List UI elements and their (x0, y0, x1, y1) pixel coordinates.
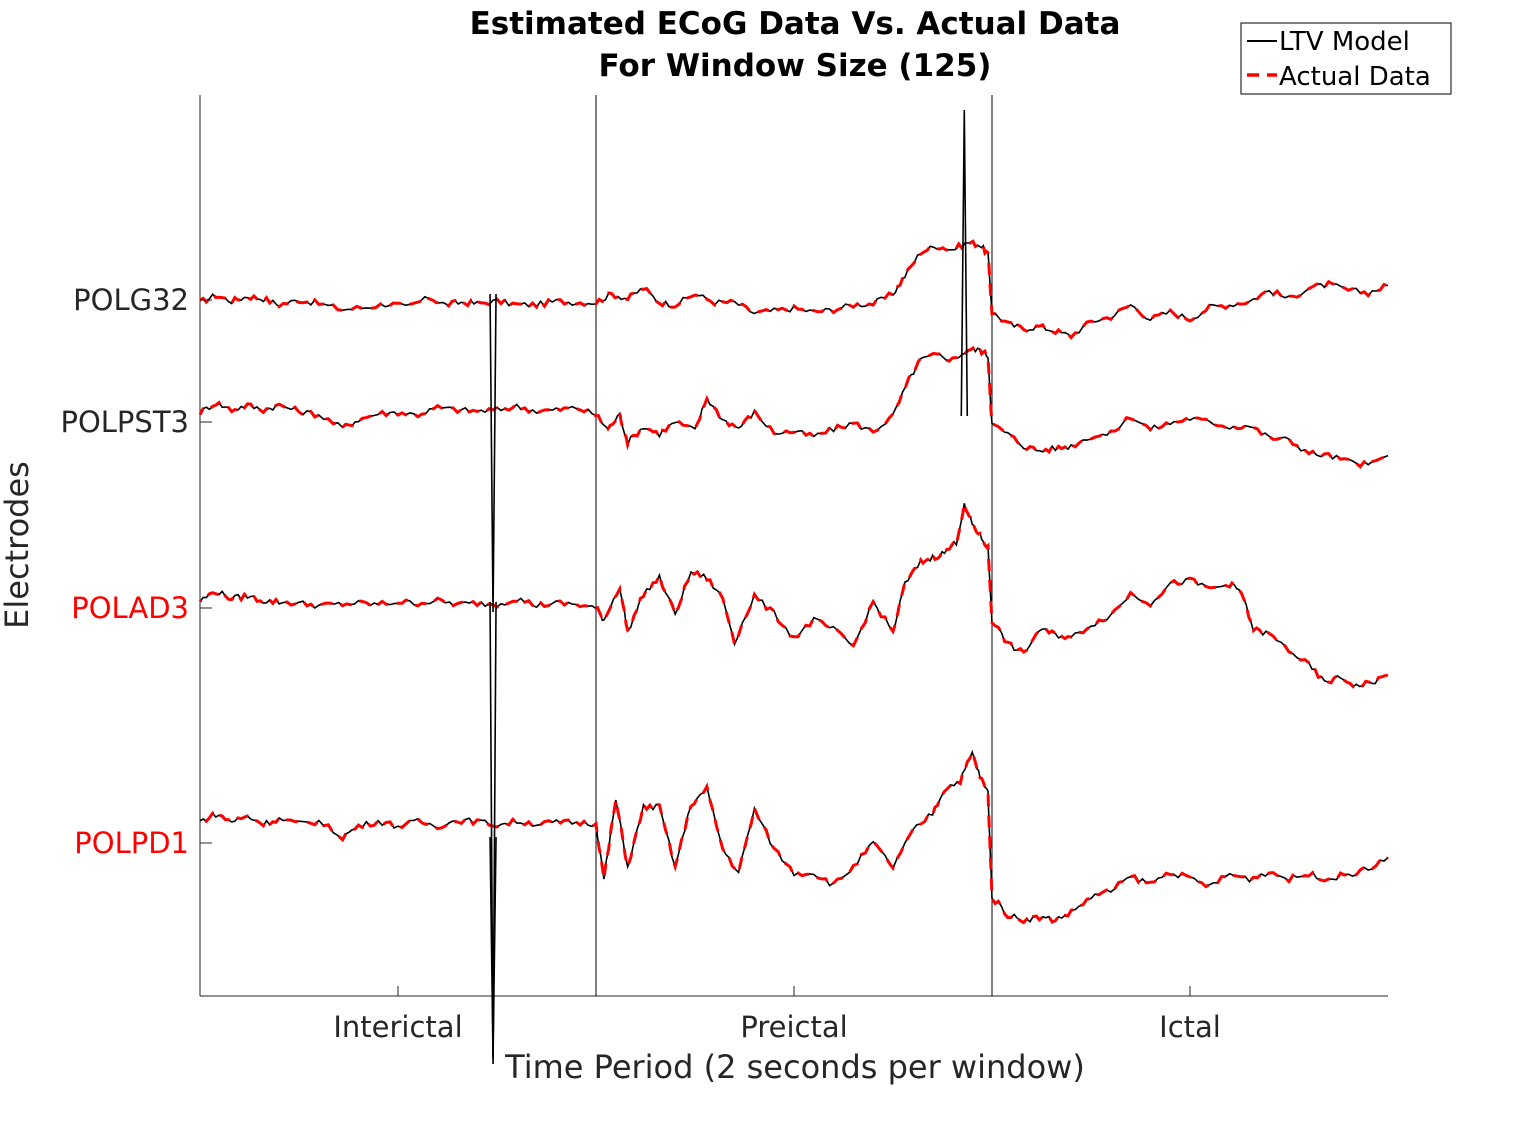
y-tick-label-polg32: POLG32 (73, 283, 189, 317)
x-tick-label-interictal: Interictal (333, 1010, 462, 1044)
title-line-1: Estimated ECoG Data Vs. Actual Data (470, 6, 1121, 42)
ltv-model-trace-polad3 (199, 503, 1389, 688)
legend-box (1240, 22, 1452, 95)
actual-data-trace-polpd1 (199, 747, 1390, 925)
legend: LTV Model Actual Data (1240, 22, 1452, 95)
y-tick-label-polpst3: POLPST3 (60, 405, 189, 439)
spike-artifact-polad3 (489, 601, 497, 1065)
x-tick-label-preictal: Preictal (740, 1010, 847, 1044)
y-tick-label-polad3: POLAD3 (71, 591, 189, 625)
ltv-model-trace-polg32 (199, 240, 1389, 339)
x-axis-ticks: Interictal Preictal Ictal (333, 986, 1221, 1044)
y-tick-label-polpd1: POLPD1 (74, 826, 189, 860)
legend-label-actual-data: Actual Data (1279, 62, 1431, 92)
x-axis-label: Time Period (2 seconds per window) (504, 1048, 1085, 1086)
actual-data-trace-polg32 (199, 239, 1389, 340)
plot-area (198, 95, 1390, 1065)
actual-data-trace-polpst3 (198, 345, 1389, 469)
y-axis-label: Electrodes (0, 461, 36, 629)
ltv-model-trace-polpd1 (199, 749, 1389, 924)
legend-label-ltv-model: LTV Model (1279, 27, 1410, 57)
y-axis-ticks: POLG32 POLPST3 POLAD3 POLPD1 (60, 283, 212, 860)
ltv-model-trace-polpst3 (199, 346, 1389, 468)
spike-artifact-polpst3 (960, 109, 969, 417)
title-line-2: For Window Size (125) (599, 48, 992, 84)
chart-title: Estimated ECoG Data Vs. Actual Data For … (470, 6, 1121, 84)
actual-data-trace-polad3 (198, 502, 1389, 689)
spike-artifact-polg32 (489, 293, 497, 613)
spike-artifact-polpd1 (489, 836, 497, 1060)
x-tick-label-ictal: Ictal (1159, 1010, 1221, 1044)
